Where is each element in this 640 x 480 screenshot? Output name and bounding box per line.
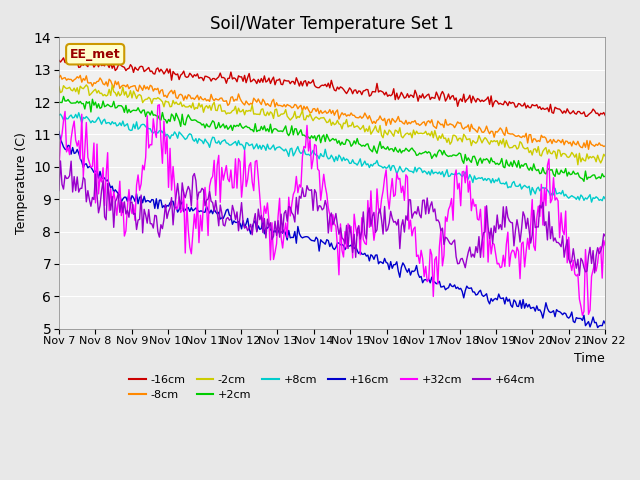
+2cm — [55, 99, 63, 105]
Line: +64cm: +64cm — [59, 161, 605, 276]
+16cm — [218, 215, 226, 221]
Line: -2cm: -2cm — [59, 85, 605, 165]
+64cm — [602, 233, 609, 239]
Line: +8cm: +8cm — [59, 113, 605, 202]
-16cm — [573, 111, 580, 117]
Y-axis label: Temperature (C): Temperature (C) — [15, 132, 28, 234]
+64cm — [55, 188, 63, 193]
+8cm — [247, 142, 255, 148]
-8cm — [585, 146, 593, 152]
+64cm — [573, 265, 580, 271]
+2cm — [573, 171, 580, 177]
-16cm — [296, 83, 303, 89]
+32cm — [237, 194, 245, 200]
-2cm — [296, 115, 303, 120]
+8cm — [237, 142, 245, 147]
+32cm — [602, 242, 609, 248]
+32cm — [156, 102, 163, 108]
-2cm — [220, 108, 227, 114]
Legend: -16cm, -8cm, -2cm, +2cm, +8cm, +16cm, +32cm, +64cm: -16cm, -8cm, -2cm, +2cm, +8cm, +16cm, +3… — [125, 370, 540, 405]
-8cm — [237, 98, 245, 104]
-16cm — [237, 74, 245, 80]
-2cm — [602, 154, 609, 159]
+16cm — [594, 325, 602, 331]
-2cm — [573, 151, 580, 157]
+8cm — [220, 138, 227, 144]
-8cm — [124, 82, 131, 87]
+16cm — [236, 220, 244, 226]
+2cm — [124, 110, 131, 116]
+8cm — [124, 121, 131, 127]
-16cm — [60, 55, 67, 61]
+2cm — [247, 127, 255, 132]
X-axis label: Time: Time — [575, 352, 605, 365]
-8cm — [602, 143, 609, 149]
+64cm — [237, 200, 245, 205]
+8cm — [602, 196, 609, 202]
-2cm — [55, 84, 63, 89]
Line: -8cm: -8cm — [59, 75, 605, 149]
+64cm — [296, 193, 303, 199]
-2cm — [83, 82, 90, 88]
-16cm — [220, 74, 227, 80]
+16cm — [245, 226, 253, 231]
-16cm — [602, 113, 609, 119]
-8cm — [573, 142, 580, 148]
+64cm — [56, 158, 64, 164]
+64cm — [575, 273, 583, 278]
-2cm — [574, 162, 582, 168]
+2cm — [580, 179, 588, 184]
Line: +16cm: +16cm — [59, 132, 605, 328]
+2cm — [237, 124, 245, 130]
-2cm — [124, 95, 131, 100]
+16cm — [294, 224, 301, 229]
-2cm — [247, 108, 255, 114]
+2cm — [602, 173, 609, 179]
+8cm — [75, 110, 83, 116]
Title: Soil/Water Temperature Set 1: Soil/Water Temperature Set 1 — [210, 15, 454, 33]
+64cm — [247, 221, 255, 227]
+8cm — [588, 199, 595, 205]
Line: -16cm: -16cm — [59, 58, 605, 116]
-16cm — [582, 113, 589, 119]
+32cm — [579, 312, 586, 318]
-16cm — [124, 66, 131, 72]
+32cm — [573, 273, 580, 279]
+2cm — [220, 121, 227, 127]
+16cm — [122, 194, 130, 200]
Line: +2cm: +2cm — [59, 96, 605, 181]
-8cm — [296, 104, 303, 109]
+8cm — [573, 196, 580, 202]
+32cm — [296, 182, 303, 188]
-8cm — [247, 100, 255, 106]
-16cm — [247, 79, 255, 84]
+8cm — [296, 149, 303, 155]
+32cm — [55, 166, 63, 171]
+64cm — [124, 207, 131, 213]
+32cm — [122, 228, 130, 234]
-8cm — [220, 98, 227, 104]
-8cm — [55, 75, 63, 81]
+16cm — [571, 320, 579, 325]
+64cm — [220, 222, 227, 228]
-2cm — [237, 108, 245, 114]
Text: EE_met: EE_met — [70, 48, 120, 61]
+32cm — [247, 160, 255, 166]
-16cm — [55, 58, 63, 63]
+32cm — [220, 177, 227, 183]
+16cm — [55, 129, 63, 134]
+2cm — [60, 94, 67, 99]
+16cm — [602, 321, 609, 326]
Line: +32cm: +32cm — [59, 105, 605, 315]
+2cm — [296, 130, 303, 135]
-8cm — [56, 72, 64, 78]
+8cm — [55, 112, 63, 118]
